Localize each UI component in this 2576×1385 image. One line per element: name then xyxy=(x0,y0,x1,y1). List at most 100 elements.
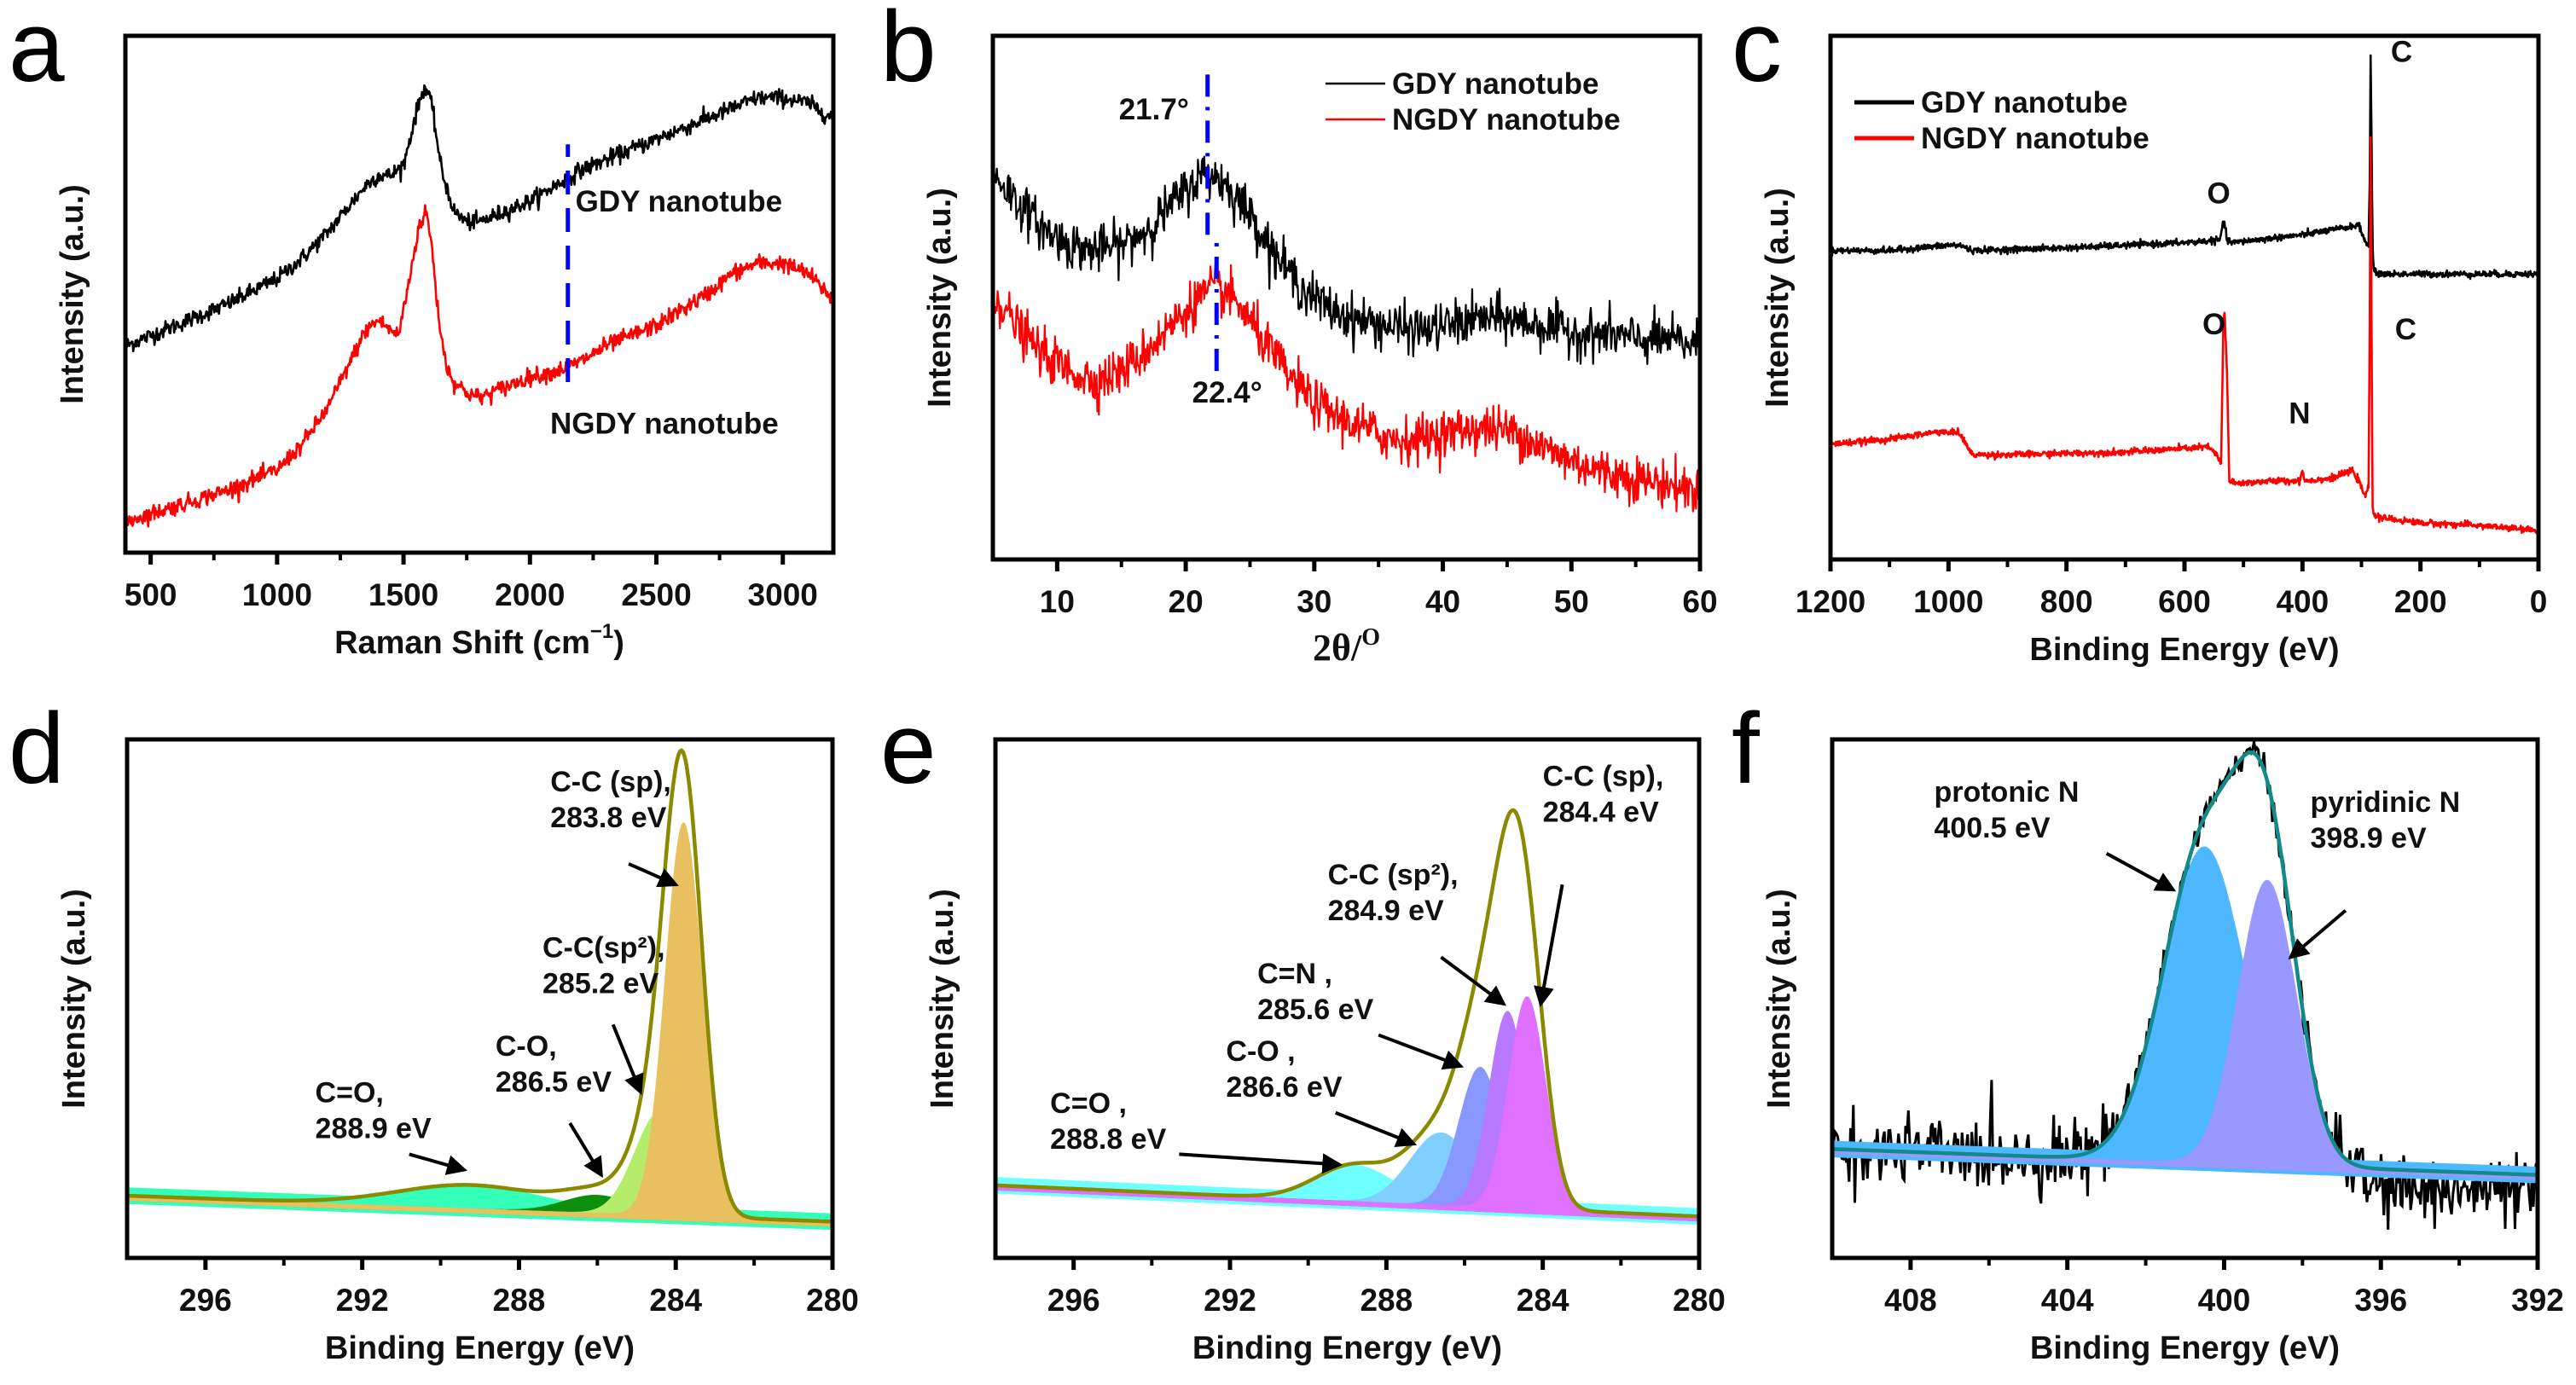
peak-annotation: C=N , 285.6 eV xyxy=(1257,958,1373,1026)
peak-annotation-line: pyridinic N xyxy=(2311,786,2461,819)
x-axis-title-main: 2θ/ xyxy=(1313,627,1362,669)
peak-annotation-line: 288.8 eV xyxy=(1050,1123,1166,1156)
x-tick-label: 296 xyxy=(179,1283,232,1318)
x-tick-label: 292 xyxy=(1204,1283,1256,1318)
element-peak-label: O xyxy=(2207,177,2230,210)
annotation-arrow xyxy=(1179,1152,1343,1174)
peak-annotation-line: C-C (sp), xyxy=(550,766,671,798)
curve-label: 22.4° xyxy=(1192,376,1262,409)
x-axis-title: Binding Energy (eV) xyxy=(325,1330,635,1366)
peak-annotation-line: 285.2 eV xyxy=(542,967,659,1000)
x-axis-title: Binding Energy (eV) xyxy=(2029,632,2339,668)
annotation-arrow xyxy=(409,1152,467,1175)
peak-annotation: C-C (sp²), 284.9 eV xyxy=(1328,859,1459,927)
fit-component-c-c-sp- xyxy=(995,996,1699,1222)
x-tick-label: 1500 xyxy=(368,577,438,612)
x-tick-label: 500 xyxy=(125,577,177,612)
peak-annotation: C-C(sp²), 285.2 eV xyxy=(542,931,665,1000)
plot-area xyxy=(995,808,1699,1226)
x-axis-title: Raman Shift (cm−1) xyxy=(334,620,624,661)
legend-label: NGDY nanotube xyxy=(1921,122,2150,155)
panel-f: protonic N 400.5 eV pyridinic N 398.9 eV 408… xyxy=(1761,737,2564,1366)
peak-annotation: C=O , 288.8 eV xyxy=(1050,1087,1166,1156)
peak-annotation: pyridinic N 398.9 eV xyxy=(2311,786,2461,855)
peak-annotation: protonic N 400.5 eV xyxy=(1934,776,2079,844)
series-line-ngdy-nanotube xyxy=(993,264,1700,513)
x-tick-label: 280 xyxy=(1673,1283,1726,1318)
fit-envelope-line xyxy=(1832,750,2538,1177)
y-axis-title: Intensity (a.u.) xyxy=(55,184,90,404)
x-tick-label: 3000 xyxy=(748,577,818,612)
fit-envelope-line xyxy=(995,808,1699,1219)
annotation-arrow xyxy=(2288,909,2347,959)
x-tick-label: 296 xyxy=(1047,1283,1100,1318)
plot-frame xyxy=(1830,737,2540,1260)
fit-component-c-c-sp- xyxy=(127,822,833,1227)
fit-envelope-line xyxy=(127,748,833,1224)
x-axis-title: Binding Energy (eV) xyxy=(1192,1330,1502,1366)
plot-frame xyxy=(990,33,1703,562)
panel-letter: d xyxy=(9,692,65,805)
x-tick-label: 800 xyxy=(2040,584,2093,619)
x-tick-label: 200 xyxy=(2394,584,2447,619)
x-tick-label: 408 xyxy=(1884,1283,1937,1318)
panel-e: C-C (sp), 284.4 eV C-C (sp²), 284.9 eV C=N ,… xyxy=(925,737,1726,1366)
curve-label: 21.7° xyxy=(1119,93,1189,126)
plot-area xyxy=(1832,741,2538,1230)
series-line-gdy-nanotube xyxy=(993,155,1700,365)
y-axis-title: Intensity (a.u.) xyxy=(56,889,92,1109)
peak-annotation-line: 283.8 eV xyxy=(550,802,666,834)
x-tick-label: 20 xyxy=(1169,584,1204,619)
element-peak-label: C xyxy=(2391,36,2412,69)
x-tick-label: 288 xyxy=(1360,1283,1413,1318)
annotation-arrow xyxy=(611,1023,644,1096)
x-tick-label: 400 xyxy=(2276,584,2329,619)
x-tick-label: 1200 xyxy=(1796,584,1865,619)
x-tick-label: 292 xyxy=(336,1283,389,1318)
panel-letter: e xyxy=(880,692,937,805)
annotation-arrow xyxy=(628,862,679,888)
x-tick-label: 50 xyxy=(1554,584,1589,619)
x-tick-label: 288 xyxy=(493,1283,546,1318)
series-line-gdy-nanotube xyxy=(1830,54,2538,281)
panel-letter: b xyxy=(880,0,937,103)
y-axis-title: Intensity (a.u.) xyxy=(1761,889,1797,1109)
x-tick-label: 284 xyxy=(1517,1283,1569,1318)
series-line-gdy-nanotube xyxy=(125,84,833,353)
fit-component-protonic-n xyxy=(1832,846,2538,1180)
peak-annotation-line: protonic N xyxy=(1934,776,2079,808)
fit-component-c-o xyxy=(995,1164,1699,1222)
series-line-ngdy-nanotube xyxy=(1830,136,2538,535)
peak-annotation-line: 398.9 eV xyxy=(2311,822,2427,855)
peak-annotation-line: 284.9 eV xyxy=(1328,895,1444,927)
x-tick-label: 404 xyxy=(2041,1283,2094,1318)
peak-annotation-line: C-O, xyxy=(496,1030,557,1063)
legend-label: GDY nanotube xyxy=(1921,86,2127,119)
plot-area xyxy=(1830,54,2538,535)
element-peak-label: C xyxy=(2395,313,2416,346)
curve-label: NGDY nanotube xyxy=(550,408,779,441)
x-tick-label: 1000 xyxy=(242,577,312,612)
panel-letter: c xyxy=(1732,0,1782,103)
legend-label: GDY nanotube xyxy=(1392,67,1598,101)
peak-annotation-line: C-C (sp), xyxy=(1543,761,1664,793)
annotation-arrow xyxy=(1440,955,1507,1006)
x-axis-title: Binding Energy (eV) xyxy=(2030,1330,2340,1366)
plot-area xyxy=(127,748,833,1231)
x-tick-label: 2500 xyxy=(621,577,691,612)
peak-annotation-line: C=O , xyxy=(1050,1087,1127,1120)
panel-a: GDY nanotube NGDY nanotube 500 1000 1500 2000… xyxy=(55,33,836,661)
y-axis-title: Intensity (a.u.) xyxy=(925,889,960,1109)
x-axis-title: 2θ/O xyxy=(1313,624,1380,669)
peak-annotation-line: C-O , xyxy=(1226,1035,1295,1068)
element-peak-label: O xyxy=(2202,308,2225,341)
annotation-arrow xyxy=(1378,1033,1465,1070)
curve-label: GDY nanotube xyxy=(576,185,782,218)
element-peak-label: N xyxy=(2289,397,2310,430)
peak-annotation-line: C=O, xyxy=(316,1077,384,1110)
x-tick-label: 60 xyxy=(1682,584,1717,619)
y-axis-title: Intensity (a.u.) xyxy=(1760,188,1796,408)
x-axis-title-close: ) xyxy=(613,625,624,661)
plot-area xyxy=(125,84,833,528)
plot-frame xyxy=(125,737,835,1260)
